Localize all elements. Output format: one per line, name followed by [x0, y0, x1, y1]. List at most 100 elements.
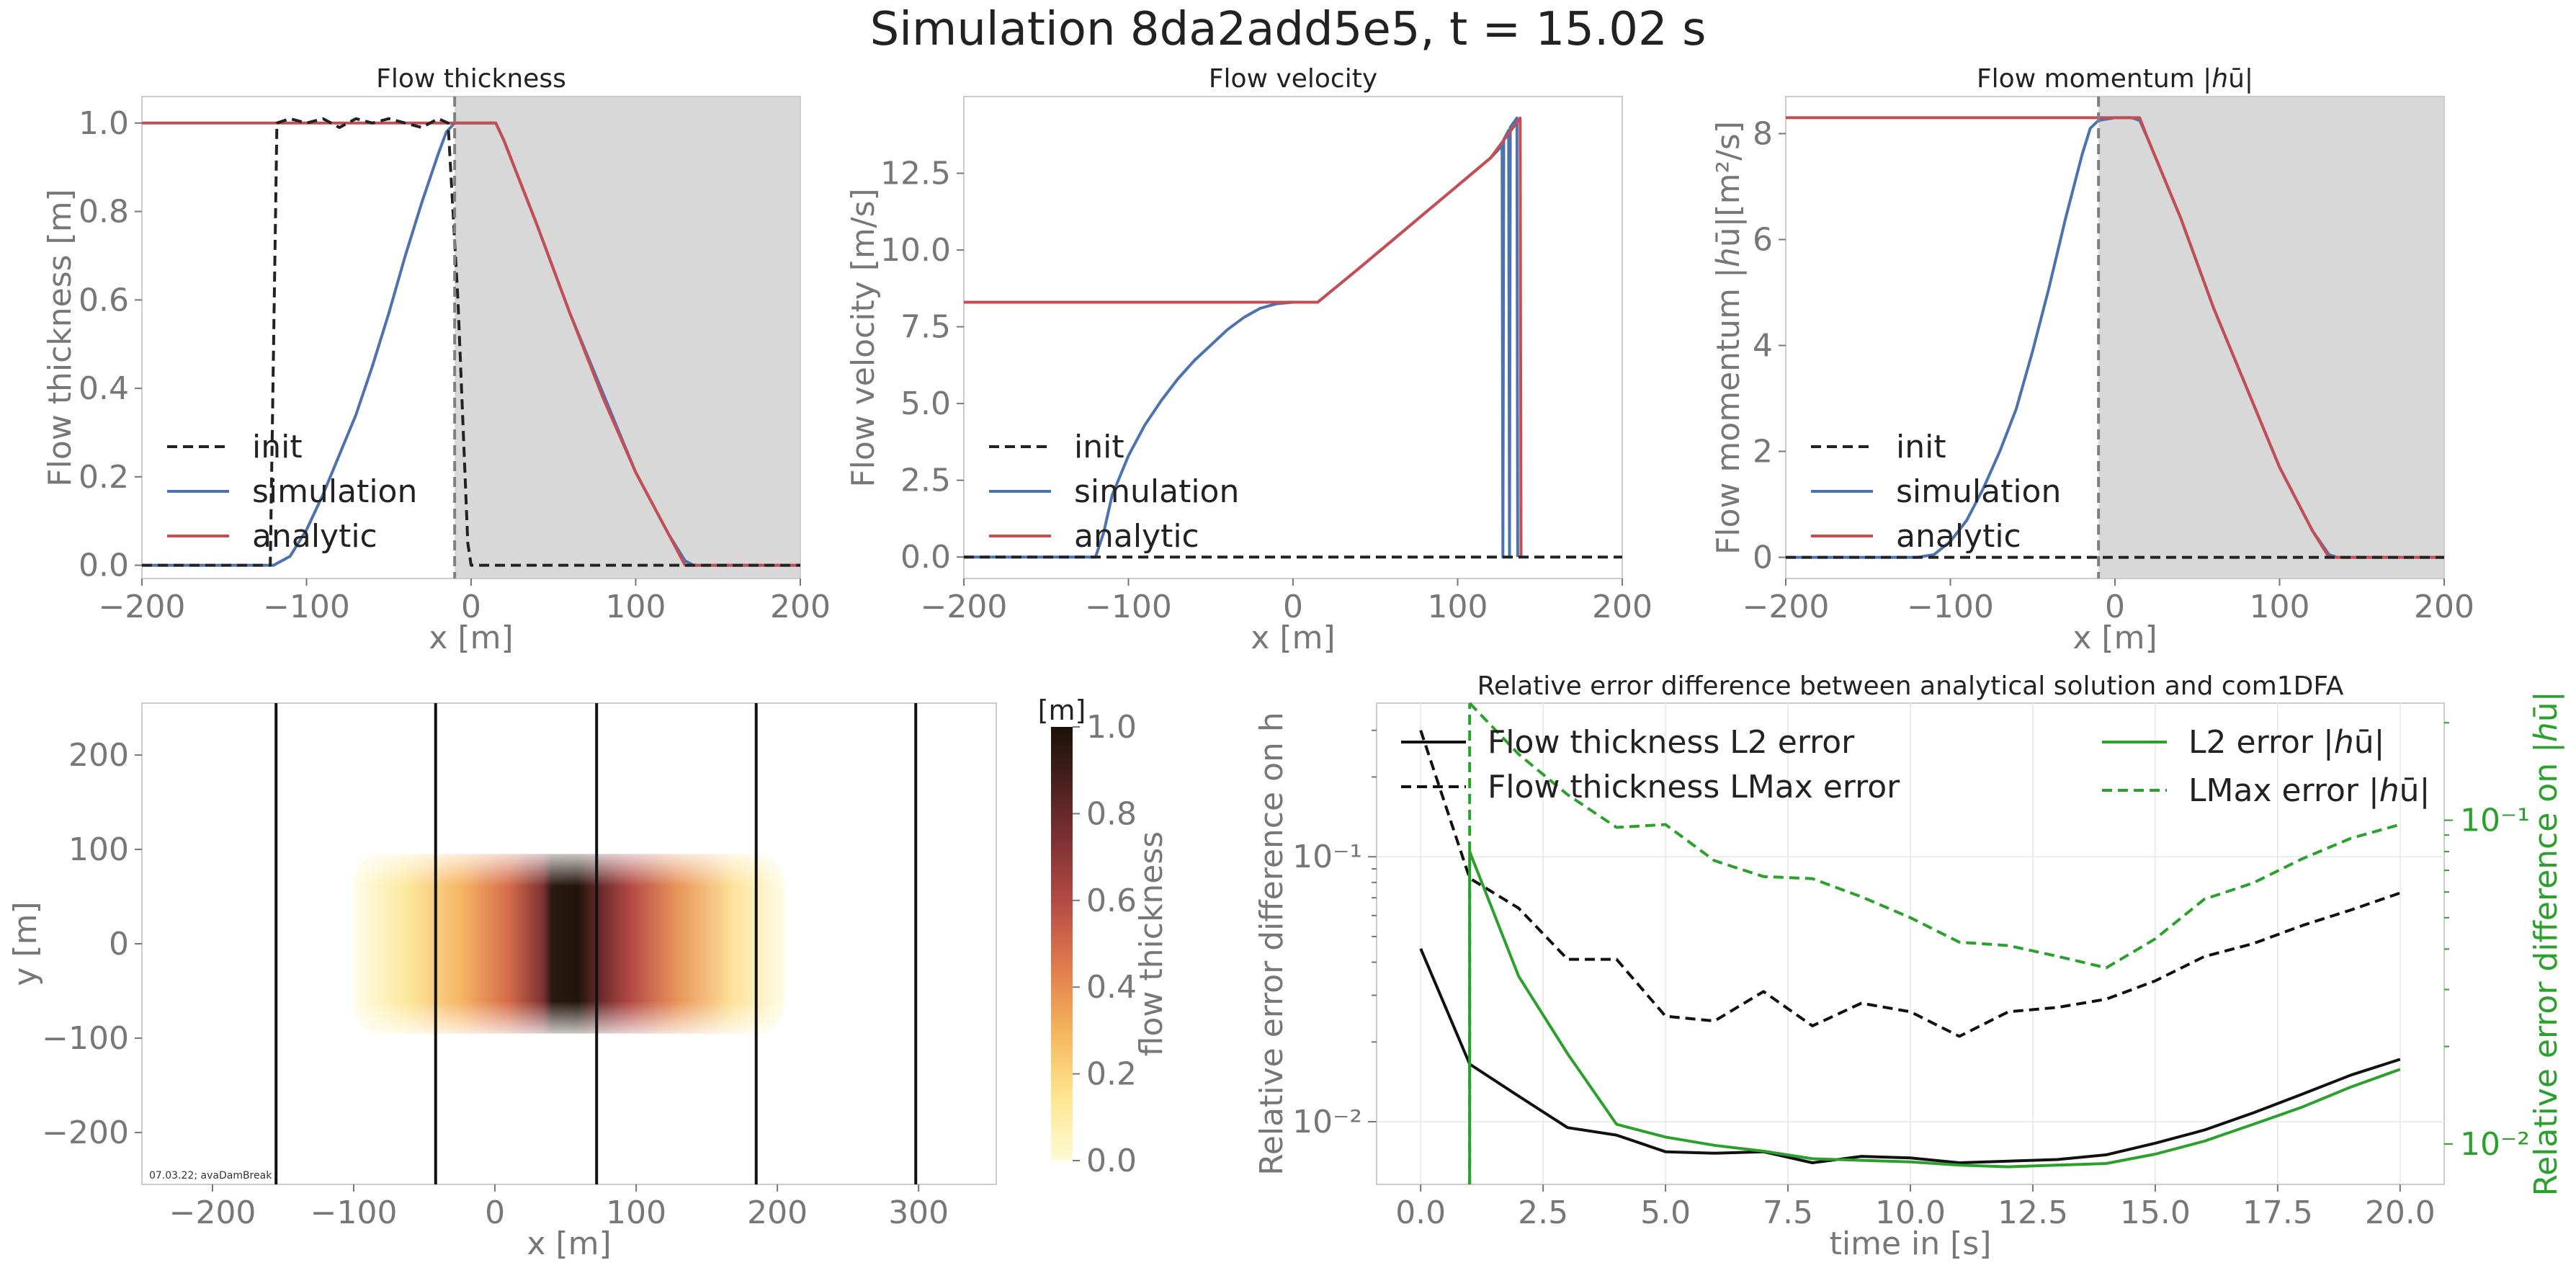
colorbar-tick-label: 0.8 — [1086, 795, 1137, 832]
thickness-heatmap — [354, 854, 784, 1034]
y-axis-label-left: Relative error difference on h — [1253, 712, 1290, 1175]
y-tick-label: 6 — [1753, 221, 1773, 258]
x-tick-label: −100 — [1085, 589, 1172, 625]
x-tick-label: −200 — [921, 589, 1008, 625]
x-tick-label: −200 — [1743, 589, 1830, 625]
legend-init: init — [1896, 429, 1946, 465]
error-panel: Relative error difference between analyt… — [1253, 671, 2564, 1262]
momentum-panel: Flow momentum |ℎū| x [m] Flow momentum |… — [1710, 64, 2474, 656]
y-tick-label: −100 — [42, 1020, 129, 1057]
series-line-analytic — [142, 121, 800, 567]
y-tick-label-right: 10⁻² — [2460, 1126, 2530, 1163]
x-tick-label: 7.5 — [1763, 1194, 1813, 1231]
y-axis-label-right: Relative error difference on |ℎū| — [2528, 691, 2564, 1196]
x-axis-label: time in [s] — [1830, 1225, 1992, 1262]
y-tick-label-left: 10⁻² — [1292, 1104, 1362, 1140]
x-tick-label: 200 — [2414, 589, 2474, 625]
x-tick-label: 15.0 — [2120, 1194, 2191, 1231]
y-tick-label: 8 — [1753, 115, 1773, 152]
thickness-panel: Flow thickness x [m] Flow thickness [m] … — [42, 64, 831, 656]
legend-init: init — [252, 429, 303, 465]
legend: Flow thickness L2 error Flow thickness L… — [1401, 724, 2430, 809]
y-tick-label: 0.0 — [900, 539, 951, 576]
colorbar-label: flow thickness — [1133, 831, 1170, 1056]
colorbar-tick-label: 0.6 — [1086, 883, 1137, 919]
colorbar-tick-label: 0.0 — [1086, 1143, 1137, 1179]
series-line-l2-h — [1419, 948, 2401, 1164]
thickness-field-edge — [354, 854, 784, 1034]
colorbar-unit: [m] — [1038, 694, 1086, 726]
x-tick-label: 0 — [2105, 589, 2125, 625]
x-tick-label: 10.0 — [1875, 1194, 1946, 1231]
y-tick-label: 200 — [68, 737, 129, 774]
x-tick-label: 20.0 — [2365, 1194, 2436, 1231]
x-tick-label: −200 — [99, 589, 186, 625]
y-tick-label: 1.0 — [79, 105, 129, 142]
legend-simulation: simulation — [1074, 473, 1239, 510]
velocity-panel: Flow velocity x [m] Flow velocity [m/s] … — [845, 64, 1653, 656]
legend-lmax-hu: LMax error |ℎū| — [2188, 772, 2430, 809]
y-tick-label: 0 — [109, 926, 129, 962]
series-line-lmax-hu — [1468, 702, 2401, 970]
legend-analytic: analytic — [1074, 518, 1199, 555]
legend-analytic: analytic — [252, 518, 377, 555]
y-tick-label: 0.8 — [79, 194, 129, 231]
panel-title: Flow momentum |ℎū| — [1977, 64, 2253, 94]
x-axis-label: x [m] — [1251, 620, 1335, 656]
x-tick-label: 100 — [606, 589, 666, 625]
y-tick-label: 0.0 — [79, 548, 129, 584]
x-tick-label: 2.5 — [1518, 1194, 1568, 1231]
x-axis-label: x [m] — [527, 1225, 611, 1262]
colorbar-tick-label: 0.2 — [1086, 1056, 1137, 1093]
legend: init simulation analytic — [167, 429, 417, 555]
legend: init simulation analytic — [1811, 429, 2061, 555]
y-tick-label: 2 — [1753, 434, 1773, 470]
y-tick-label: 0.4 — [79, 370, 129, 407]
figure-title: Simulation 8da2add5e5, t = 15.02 s — [870, 3, 1707, 56]
shaded-region — [455, 97, 800, 579]
y-tick-label: 2.5 — [900, 463, 951, 499]
y-axis-label: Flow thickness [m] — [42, 189, 79, 486]
x-tick-label: −100 — [1907, 589, 1994, 625]
axes-frame — [963, 96, 1623, 579]
legend-l2-hu: L2 error |ℎū| — [2188, 724, 2384, 761]
shaded-region — [2098, 97, 2444, 579]
panel-title: Flow velocity — [1209, 64, 1377, 94]
series-line-l2-hu — [1468, 851, 2401, 1169]
y-tick-label: 0.6 — [79, 282, 129, 318]
legend-simulation: simulation — [252, 473, 417, 510]
stamp: 07.03.22; avaDamBreak — [149, 1170, 272, 1182]
y-tick-label: 0.2 — [79, 459, 129, 496]
series-line-init — [142, 117, 800, 567]
x-tick-label: 0.0 — [1395, 1194, 1446, 1231]
x-tick-label: −200 — [169, 1194, 256, 1231]
legend-analytic: analytic — [1896, 518, 2021, 555]
x-tick-label: 200 — [1592, 589, 1653, 625]
x-tick-label: 100 — [1428, 589, 1488, 625]
panel-title: Relative error difference between analyt… — [1477, 671, 2344, 701]
panel-title: Flow thickness — [376, 64, 566, 94]
x-tick-label: 200 — [770, 589, 831, 625]
x-tick-label: −100 — [310, 1194, 398, 1231]
colorbar-tick-label: 0.4 — [1086, 969, 1137, 1006]
x-tick-label: 300 — [888, 1194, 949, 1231]
y-tick-label: 10.0 — [880, 232, 951, 269]
x-tick-label: 17.5 — [2242, 1194, 2313, 1231]
colorbar: [m] 0.0 0.2 0.4 0.6 0.8 1.0 flow thickness — [1038, 694, 1170, 1179]
y-tick-label: 5.0 — [900, 385, 951, 422]
y-axis-label: Flow momentum |ℎū|[m²/s] — [1710, 121, 1747, 555]
legend: init simulation analytic — [989, 429, 1239, 555]
x-axis-label: x [m] — [429, 620, 513, 656]
y-tick-label: 12.5 — [880, 156, 951, 192]
x-tick-label: 100 — [606, 1194, 666, 1231]
x-tick-label: 12.5 — [1998, 1194, 2068, 1231]
thickness-map-panel: −200 −100 0 100 200 300 −200 −100 0 100 200 07.03.… — [7, 694, 1170, 1262]
y-tick-label-left: 10⁻¹ — [1292, 839, 1362, 875]
y-axis-label: y [m] — [7, 901, 44, 986]
x-tick-label: 100 — [2250, 589, 2310, 625]
colorbar-tick-label: 1.0 — [1086, 709, 1137, 746]
legend-init: init — [1074, 429, 1124, 465]
x-tick-label: −100 — [263, 589, 350, 625]
y-tick-label-right: 10⁻¹ — [2460, 803, 2530, 839]
